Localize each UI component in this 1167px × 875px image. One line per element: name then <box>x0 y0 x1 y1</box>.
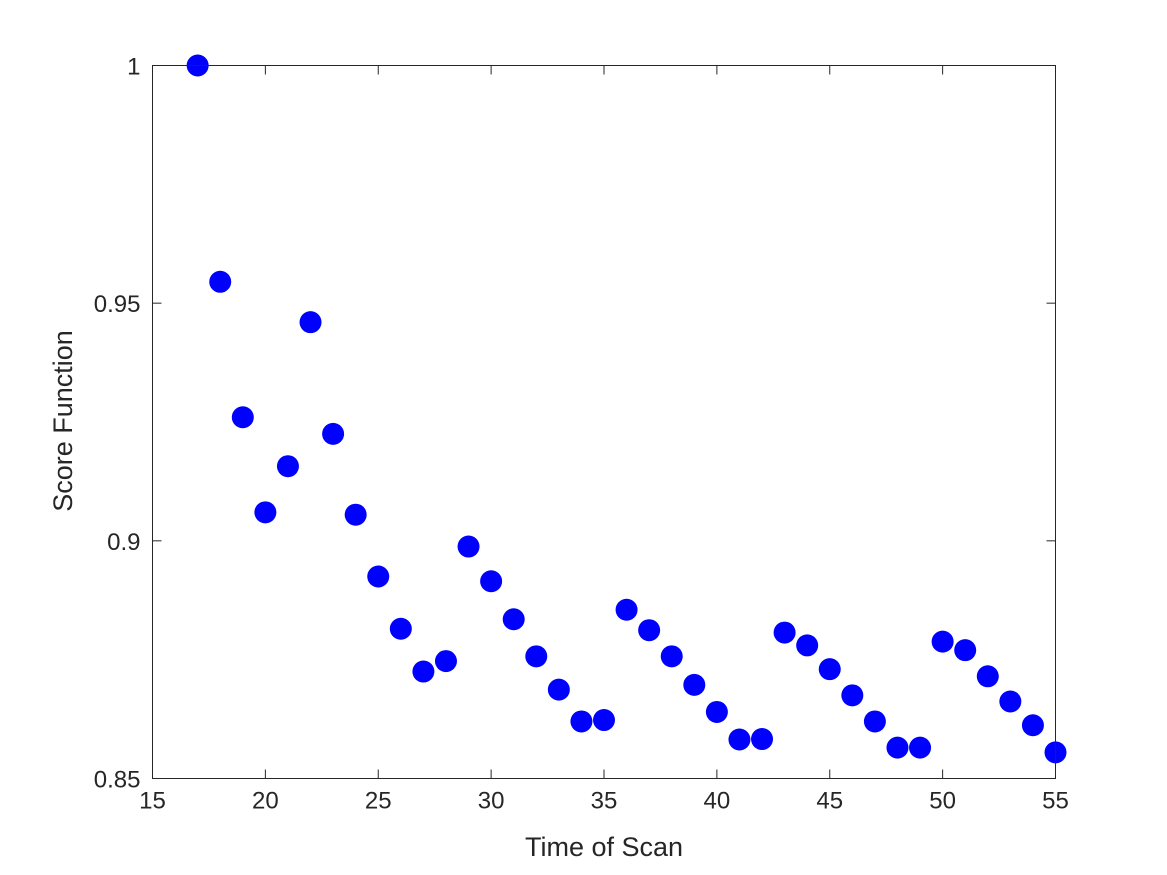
x-tick-label: 35 <box>591 788 618 815</box>
data-point <box>818 658 841 681</box>
x-tick-label: 30 <box>478 788 505 815</box>
data-point <box>999 690 1022 713</box>
data-point <box>231 406 254 429</box>
data-points <box>186 54 1067 764</box>
data-point <box>480 570 503 593</box>
data-point <box>909 736 932 759</box>
x-tick-label: 15 <box>139 788 166 815</box>
data-point <box>570 710 593 733</box>
x-tick-label: 50 <box>929 788 956 815</box>
data-point <box>434 650 457 673</box>
data-point <box>502 608 525 631</box>
y-tick-label: 0.85 <box>94 767 141 794</box>
data-point <box>976 665 999 688</box>
data-point <box>638 619 661 642</box>
data-point <box>683 673 706 696</box>
x-tick-label: 55 <box>1042 788 1069 815</box>
data-point <box>1021 714 1044 737</box>
data-point <box>344 503 367 526</box>
data-point <box>299 311 322 334</box>
data-point <box>525 645 548 668</box>
data-point <box>593 709 615 732</box>
data-point <box>863 710 886 733</box>
x-tick-label: 20 <box>252 788 279 815</box>
data-point <box>367 565 390 588</box>
plot-frame <box>152 65 1056 779</box>
y-axis-label: Score Function <box>48 330 78 512</box>
axis-tick-labels: 15 20 25 30 35 40 45 50 55 0.85 0.9 0.95 1 <box>94 54 1069 815</box>
y-tick-label: 0.9 <box>107 529 140 556</box>
data-point <box>954 639 977 662</box>
data-point <box>773 621 796 644</box>
data-point <box>322 422 345 445</box>
y-tick-label: 1 <box>127 54 140 81</box>
data-point <box>457 535 480 558</box>
x-tick-label: 45 <box>816 788 843 815</box>
data-point <box>615 598 638 621</box>
data-point <box>796 634 819 657</box>
x-axis-label: Time of Scan <box>525 832 683 862</box>
data-point <box>886 736 909 759</box>
data-point <box>931 630 954 653</box>
data-point <box>751 728 774 751</box>
data-point <box>209 270 232 293</box>
data-point <box>728 728 751 751</box>
data-point <box>389 617 412 640</box>
data-point <box>705 700 728 723</box>
data-point <box>841 684 864 707</box>
data-point <box>412 660 435 683</box>
data-point <box>547 678 570 701</box>
data-point <box>660 645 683 668</box>
data-point <box>254 501 277 524</box>
data-point <box>276 455 299 478</box>
plot-background <box>152 65 1055 778</box>
x-tick-label: 40 <box>704 788 731 815</box>
x-tick-label: 25 <box>365 788 392 815</box>
y-tick-label: 0.95 <box>94 291 141 318</box>
